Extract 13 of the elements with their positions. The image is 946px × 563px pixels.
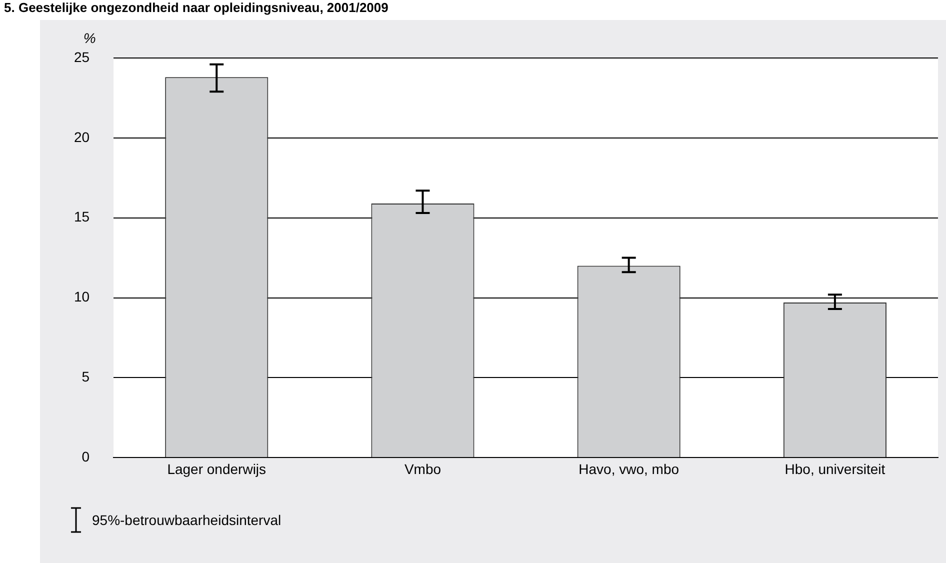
y-tick-label: 20 [74,128,90,145]
chart-title: 5. Geestelijke ongezondheid naar opleidingsniveau, 2001/2009 [4,0,388,15]
y-tick-label: 10 [74,288,90,305]
y-tick-label: 15 [74,208,90,225]
y-axis-title: % [83,30,96,46]
x-tick-label: Lager onderwijs [167,460,266,477]
text: 95%-betrouwbaarheidsinterval [92,512,282,528]
x-tick-label: Havo, vwo, mbo [578,460,680,477]
y-tick-label: 5 [82,368,90,385]
y-tick-label: 25 [74,48,90,65]
x-tick-label: Hbo, universiteit [784,460,886,477]
x-tick-label: Vmbo [404,460,442,477]
y-tick-label: 0 [82,448,90,464]
